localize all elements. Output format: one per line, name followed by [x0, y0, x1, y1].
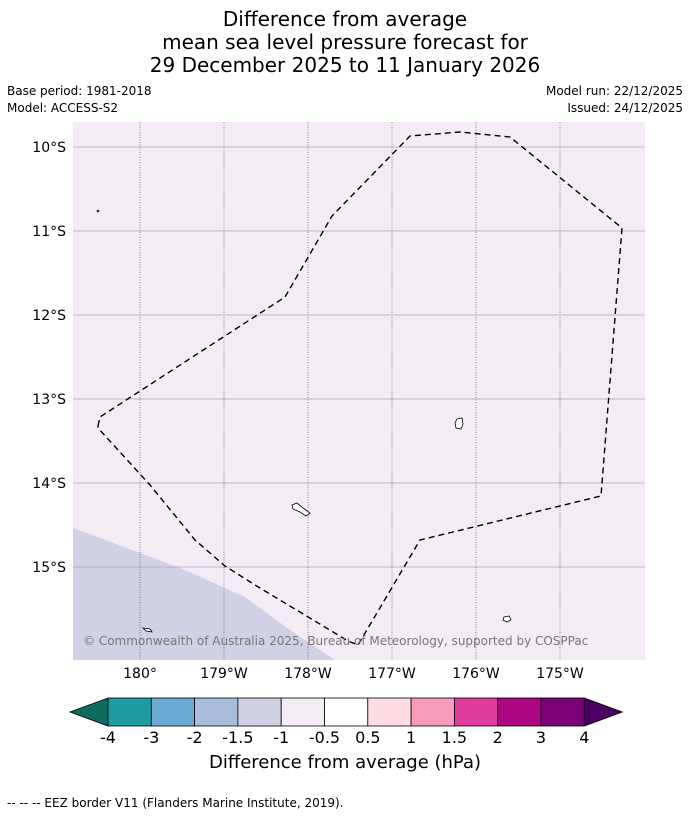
colorbar-segment	[367, 697, 412, 727]
negative-anomaly-region	[73, 528, 335, 660]
eez-legend-note: -- -- -- EEZ border V11 (Flanders Marine…	[7, 796, 344, 810]
cb-tick-label: 0.5	[355, 728, 381, 747]
meta-left: Base period: 1981-2018 Model: ACCESS-S2	[7, 83, 152, 117]
lat-label-10s: 10°S	[32, 140, 66, 156]
colorbar	[68, 697, 624, 727]
latitude-gridlines	[73, 146, 645, 568]
title-line-2: mean sea level pressure forecast for	[162, 30, 528, 54]
cb-tick-label: 1.5	[441, 728, 468, 747]
lon-label-175w: 175°W	[536, 666, 584, 682]
lat-label-13s: 13°S	[32, 392, 66, 408]
lat-label-11s: 11°S	[32, 224, 66, 240]
island-southwest	[141, 627, 153, 633]
eez-border	[97, 131, 623, 646]
colorbar-segment	[453, 697, 499, 727]
lon-label-177w: 177°W	[368, 666, 416, 682]
cb-tick-label: -1.5	[222, 728, 254, 747]
colorbar-segment	[194, 697, 239, 727]
model-run: Model run: 22/12/2025	[545, 84, 683, 98]
lon-label-176w: 176°W	[452, 666, 500, 682]
lon-label-179w: 179°W	[200, 666, 248, 682]
island-south	[502, 615, 512, 623]
colorbar-segment	[540, 697, 585, 727]
cb-tick-label: 1	[406, 728, 417, 747]
cb-tick-label: -3	[143, 728, 160, 747]
colorbar-segment	[150, 697, 196, 727]
colorbar-segment	[410, 697, 455, 727]
cb-tick-label: -4	[100, 728, 116, 747]
colorbar-label: Difference from average (hPa)	[208, 752, 482, 773]
longitude-labels: 180° 179°W 178°W 177°W 176°W 175°W	[123, 666, 584, 682]
island-central	[291, 502, 311, 517]
cb-tick-label: -2	[186, 728, 203, 747]
title-line-1: Difference from average	[222, 7, 468, 31]
lon-label-178w: 178°W	[284, 666, 332, 682]
latitude-labels: 10°S 11°S 12°S 13°S 14°S 15°S	[32, 140, 66, 576]
colorbar-segment	[107, 697, 152, 727]
lat-label-12s: 12°S	[32, 308, 66, 324]
issued-date: Issued: 24/12/2025	[567, 101, 683, 115]
colorbar-segment	[497, 697, 542, 727]
cb-tick-label: 2	[492, 728, 503, 747]
copyright-text: © Commonwealth of Australia 2025, Bureau…	[83, 634, 588, 648]
colorbar-segment	[280, 697, 325, 727]
lat-label-14s: 14°S	[32, 476, 66, 492]
island-east	[454, 417, 464, 430]
chart-title: Difference from average mean sea level p…	[0, 8, 690, 77]
title-line-3: 29 December 2025 to 11 January 2026	[149, 53, 541, 77]
cb-tick-label: -1	[273, 728, 290, 747]
cb-tick-label: -0.5	[308, 728, 341, 747]
colorbar-segment	[237, 697, 282, 727]
lon-label-180: 180°	[123, 666, 157, 682]
base-period: Base period: 1981-2018	[7, 84, 152, 98]
island-northwest	[96, 209, 100, 213]
meta-right: Model run: 22/12/2025 Issued: 24/12/2025	[546, 83, 683, 117]
cb-tick-label: 3	[535, 728, 547, 747]
colorbar-arrow-high	[583, 697, 624, 727]
colorbar-arrow-low	[68, 697, 109, 727]
islands	[96, 209, 512, 633]
lat-label-15s: 15°S	[32, 560, 66, 576]
model-name: Model: ACCESS-S2	[7, 101, 119, 115]
cb-tick-label: 4	[579, 728, 590, 747]
longitude-gridlines	[139, 122, 561, 660]
colorbar-segment	[324, 697, 369, 727]
